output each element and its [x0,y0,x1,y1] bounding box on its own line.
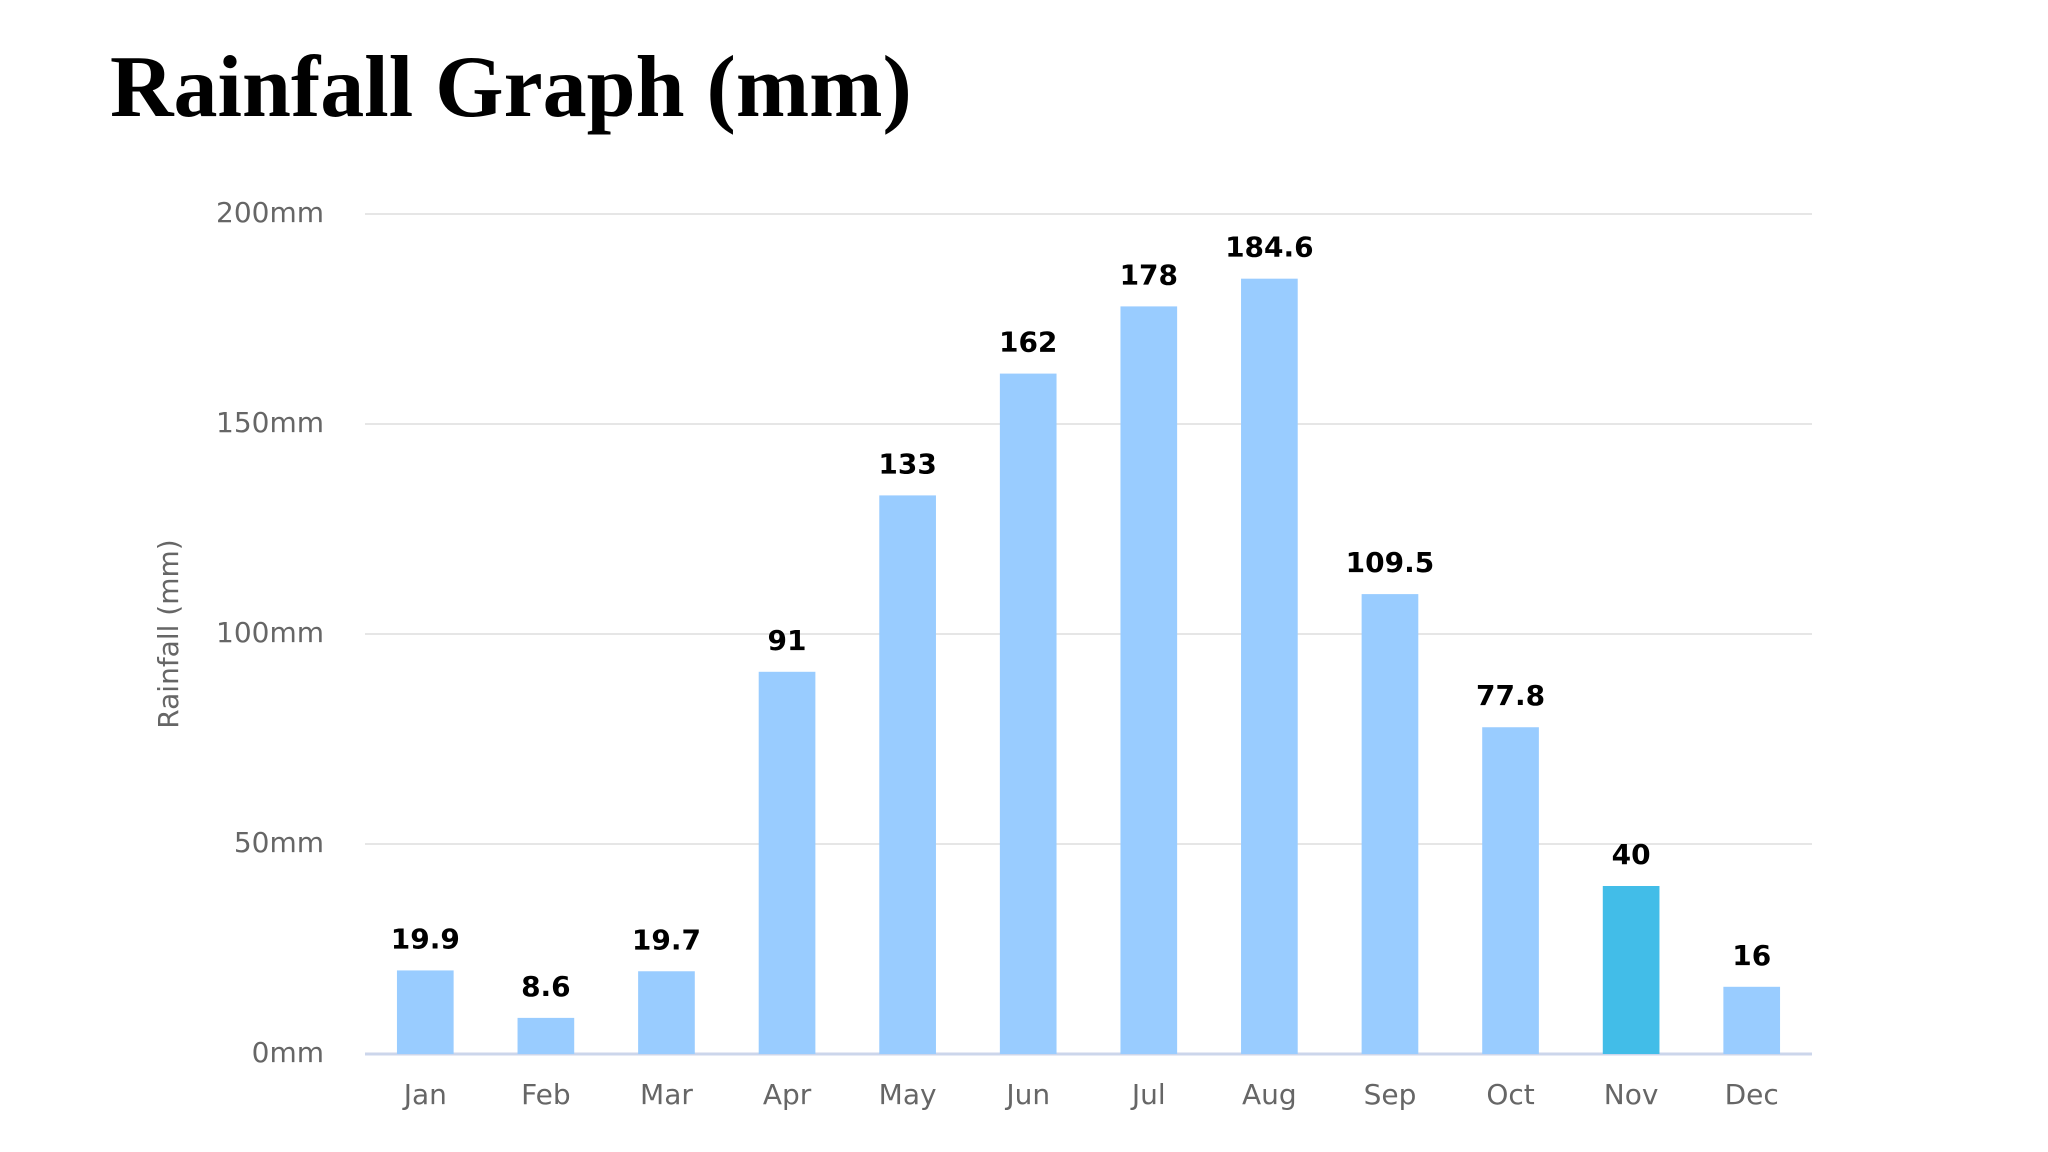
bar [396,970,454,1054]
data-label: 8.6 [521,970,571,1003]
bar [879,495,936,1054]
bar [999,373,1057,1055]
x-tick-label: Sep [1364,1078,1417,1111]
x-tick-label: Apr [763,1078,812,1111]
bar [1120,306,1178,1054]
x-tick-label: Jun [1004,1078,1050,1111]
x-tick-label: Dec [1725,1078,1779,1111]
x-tick-label: May [879,1078,937,1111]
bar [758,671,816,1054]
bar [1482,727,1539,1054]
data-label: 40 [1612,838,1651,871]
data-label: 109.5 [1346,546,1435,579]
data-label: 162 [999,326,1057,359]
y-tick-label: 200mm [216,196,324,229]
x-tick-label: Nov [1604,1078,1659,1111]
bar [1723,986,1781,1054]
data-label: 19.7 [632,923,701,956]
y-tick-label: 150mm [216,406,324,439]
x-tick-label: Jul [1130,1078,1166,1111]
y-tick-label: 0mm [252,1036,324,1069]
data-label: 19.9 [391,922,460,955]
x-tick-label: Oct [1486,1078,1534,1111]
data-label: 77.8 [1476,679,1545,712]
x-tick-label: Aug [1242,1078,1297,1111]
bar [1241,278,1298,1054]
data-label: 178 [1120,258,1178,291]
y-axis-label: Rainfall (mm) [152,539,185,728]
x-tick-label: Feb [521,1078,571,1111]
x-tick-label: Mar [640,1078,693,1111]
y-tick-label: 50mm [234,826,324,859]
y-tick-label: 100mm [216,616,324,649]
bar [1602,886,1660,1054]
bar [638,971,695,1054]
bar [1361,594,1419,1054]
data-label: 91 [768,624,807,657]
data-label: 133 [878,447,936,480]
data-label: 184.6 [1225,231,1314,264]
chart-title: Rainfall Graph (mm) [110,39,912,136]
data-label: 16 [1732,939,1771,972]
bar [517,1017,575,1054]
x-tick-label: Jan [402,1078,447,1111]
